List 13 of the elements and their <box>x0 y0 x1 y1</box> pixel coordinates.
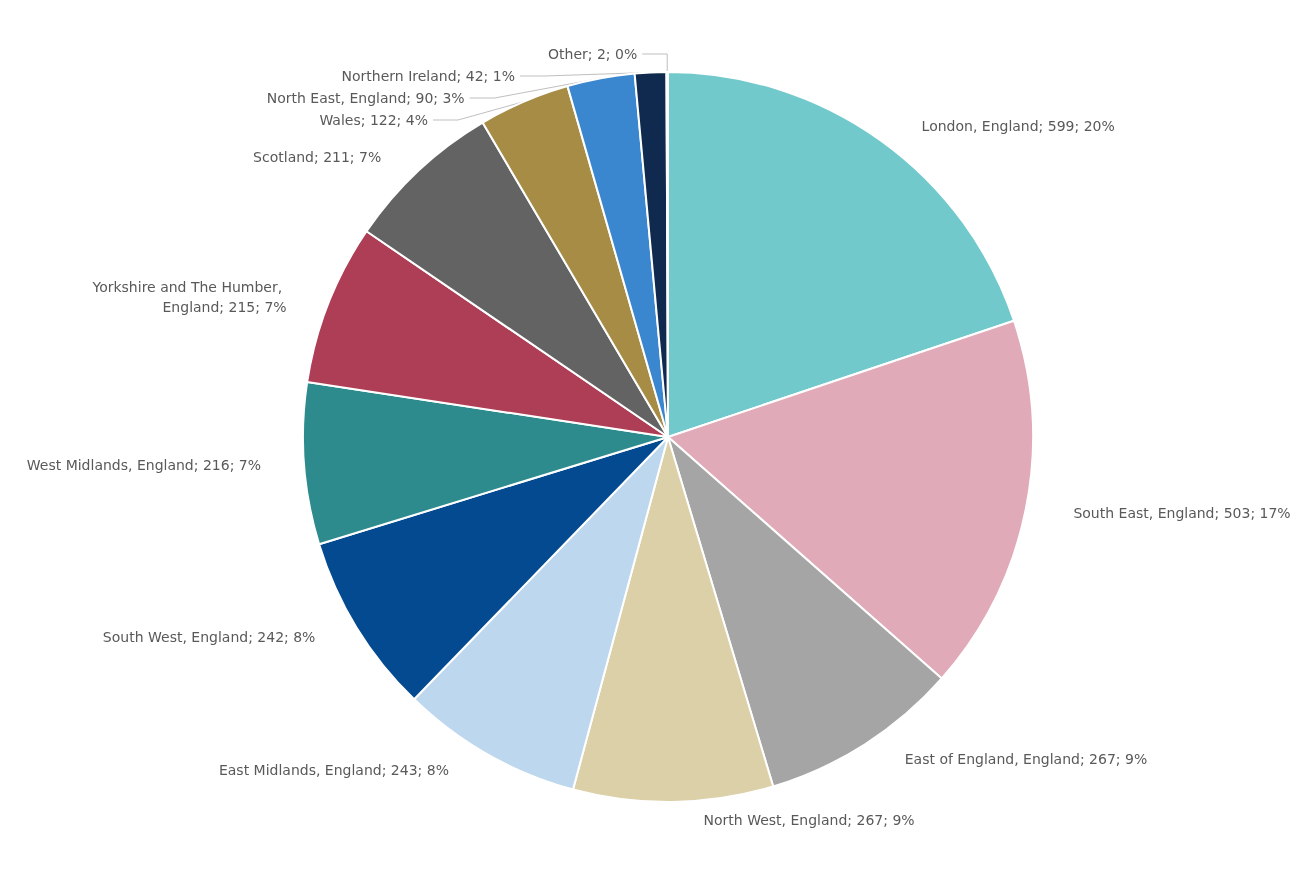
slice-label: London, England; 599; 20% <box>921 118 1115 135</box>
slice-label: Other; 2; 0% <box>548 46 638 62</box>
slice-label: East of England, England; 267; 9% <box>904 751 1148 768</box>
slice-label: South East, England; 503; 17% <box>1073 504 1291 521</box>
slice-label: North East, England; 90; 3% <box>266 90 465 106</box>
slice-label: East Midlands, England; 243; 8% <box>218 762 449 779</box>
slice-label: Wales; 122; 4% <box>319 112 428 128</box>
slice-label: Northern Ireland; 42; 1% <box>341 68 515 84</box>
slice-label: South West, England; 242; 8% <box>102 629 316 646</box>
slice-label: West Midlands, England; 216; 7% <box>26 457 262 474</box>
slice-label: Scotland; 211; 7% <box>253 149 382 166</box>
slice-label: North West, England; 267; 9% <box>703 811 915 828</box>
slice-label: Yorkshire and The Humber, England; 215; 7% <box>91 278 287 315</box>
